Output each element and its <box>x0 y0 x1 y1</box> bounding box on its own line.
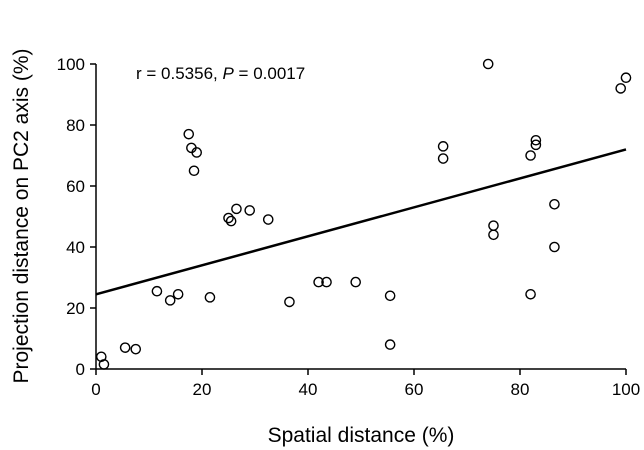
data-point <box>244 205 255 216</box>
y-tick-label: 60 <box>66 177 85 196</box>
data-point <box>549 241 560 253</box>
data-point <box>204 292 216 303</box>
data-point <box>164 295 176 306</box>
y-tick-label: 20 <box>66 299 85 318</box>
data-point <box>350 276 362 288</box>
data-point <box>130 343 142 355</box>
data-point <box>525 288 536 300</box>
data-point <box>225 215 237 227</box>
fit-line-group <box>95 148 627 296</box>
r-value-text: r = 0.5356, <box>136 64 222 83</box>
data-point <box>223 212 234 224</box>
y-tick-label: 80 <box>66 116 85 135</box>
x-tick-label: 20 <box>193 380 212 399</box>
data-point <box>437 153 449 164</box>
y-tick-label: 0 <box>76 360 85 379</box>
data-point <box>530 139 542 151</box>
data-point <box>384 339 396 350</box>
data-point <box>482 58 494 70</box>
data-point <box>284 296 295 308</box>
data-point <box>183 128 195 140</box>
data-point <box>231 203 242 215</box>
data-point <box>384 290 396 302</box>
p-value-text: = 0.0017 <box>234 64 305 83</box>
x-ticks: 0 20 40 60 80 100 <box>91 369 640 399</box>
correlation-annotation: r = 0.5356, P = 0.0017 <box>136 64 305 83</box>
x-tick-label: 0 <box>91 380 100 399</box>
data-point <box>98 359 110 370</box>
data-point <box>620 72 632 84</box>
x-tick-label: 80 <box>511 380 530 399</box>
data-point <box>262 214 274 225</box>
p-symbol: P <box>222 64 234 83</box>
regression-line <box>95 148 627 296</box>
data-point <box>188 165 200 177</box>
data-point <box>151 285 163 297</box>
x-axis-title: Spatial distance (%) <box>268 424 455 447</box>
data-point <box>191 147 202 158</box>
data-point <box>437 141 449 152</box>
data-point <box>313 276 324 288</box>
data-point <box>96 351 107 363</box>
x-tick-label: 100 <box>612 380 640 399</box>
data-point <box>172 288 184 300</box>
data-point <box>549 198 560 210</box>
y-ticks: 0 20 40 60 80 100 <box>57 55 96 379</box>
data-point <box>321 276 332 288</box>
x-tick-label: 40 <box>299 380 318 399</box>
data-point <box>525 150 536 161</box>
y-axis-title: Projection distance on PC2 axis (%) <box>10 49 33 384</box>
axes <box>95 64 626 370</box>
data-point <box>119 342 131 353</box>
data-point <box>488 229 499 241</box>
data-point <box>530 134 542 146</box>
x-tick-label: 60 <box>405 380 424 399</box>
y-tick-label: 100 <box>57 55 85 74</box>
y-tick-label: 40 <box>66 238 85 257</box>
points-group <box>96 58 632 370</box>
data-point <box>615 83 627 94</box>
data-point <box>488 220 499 231</box>
